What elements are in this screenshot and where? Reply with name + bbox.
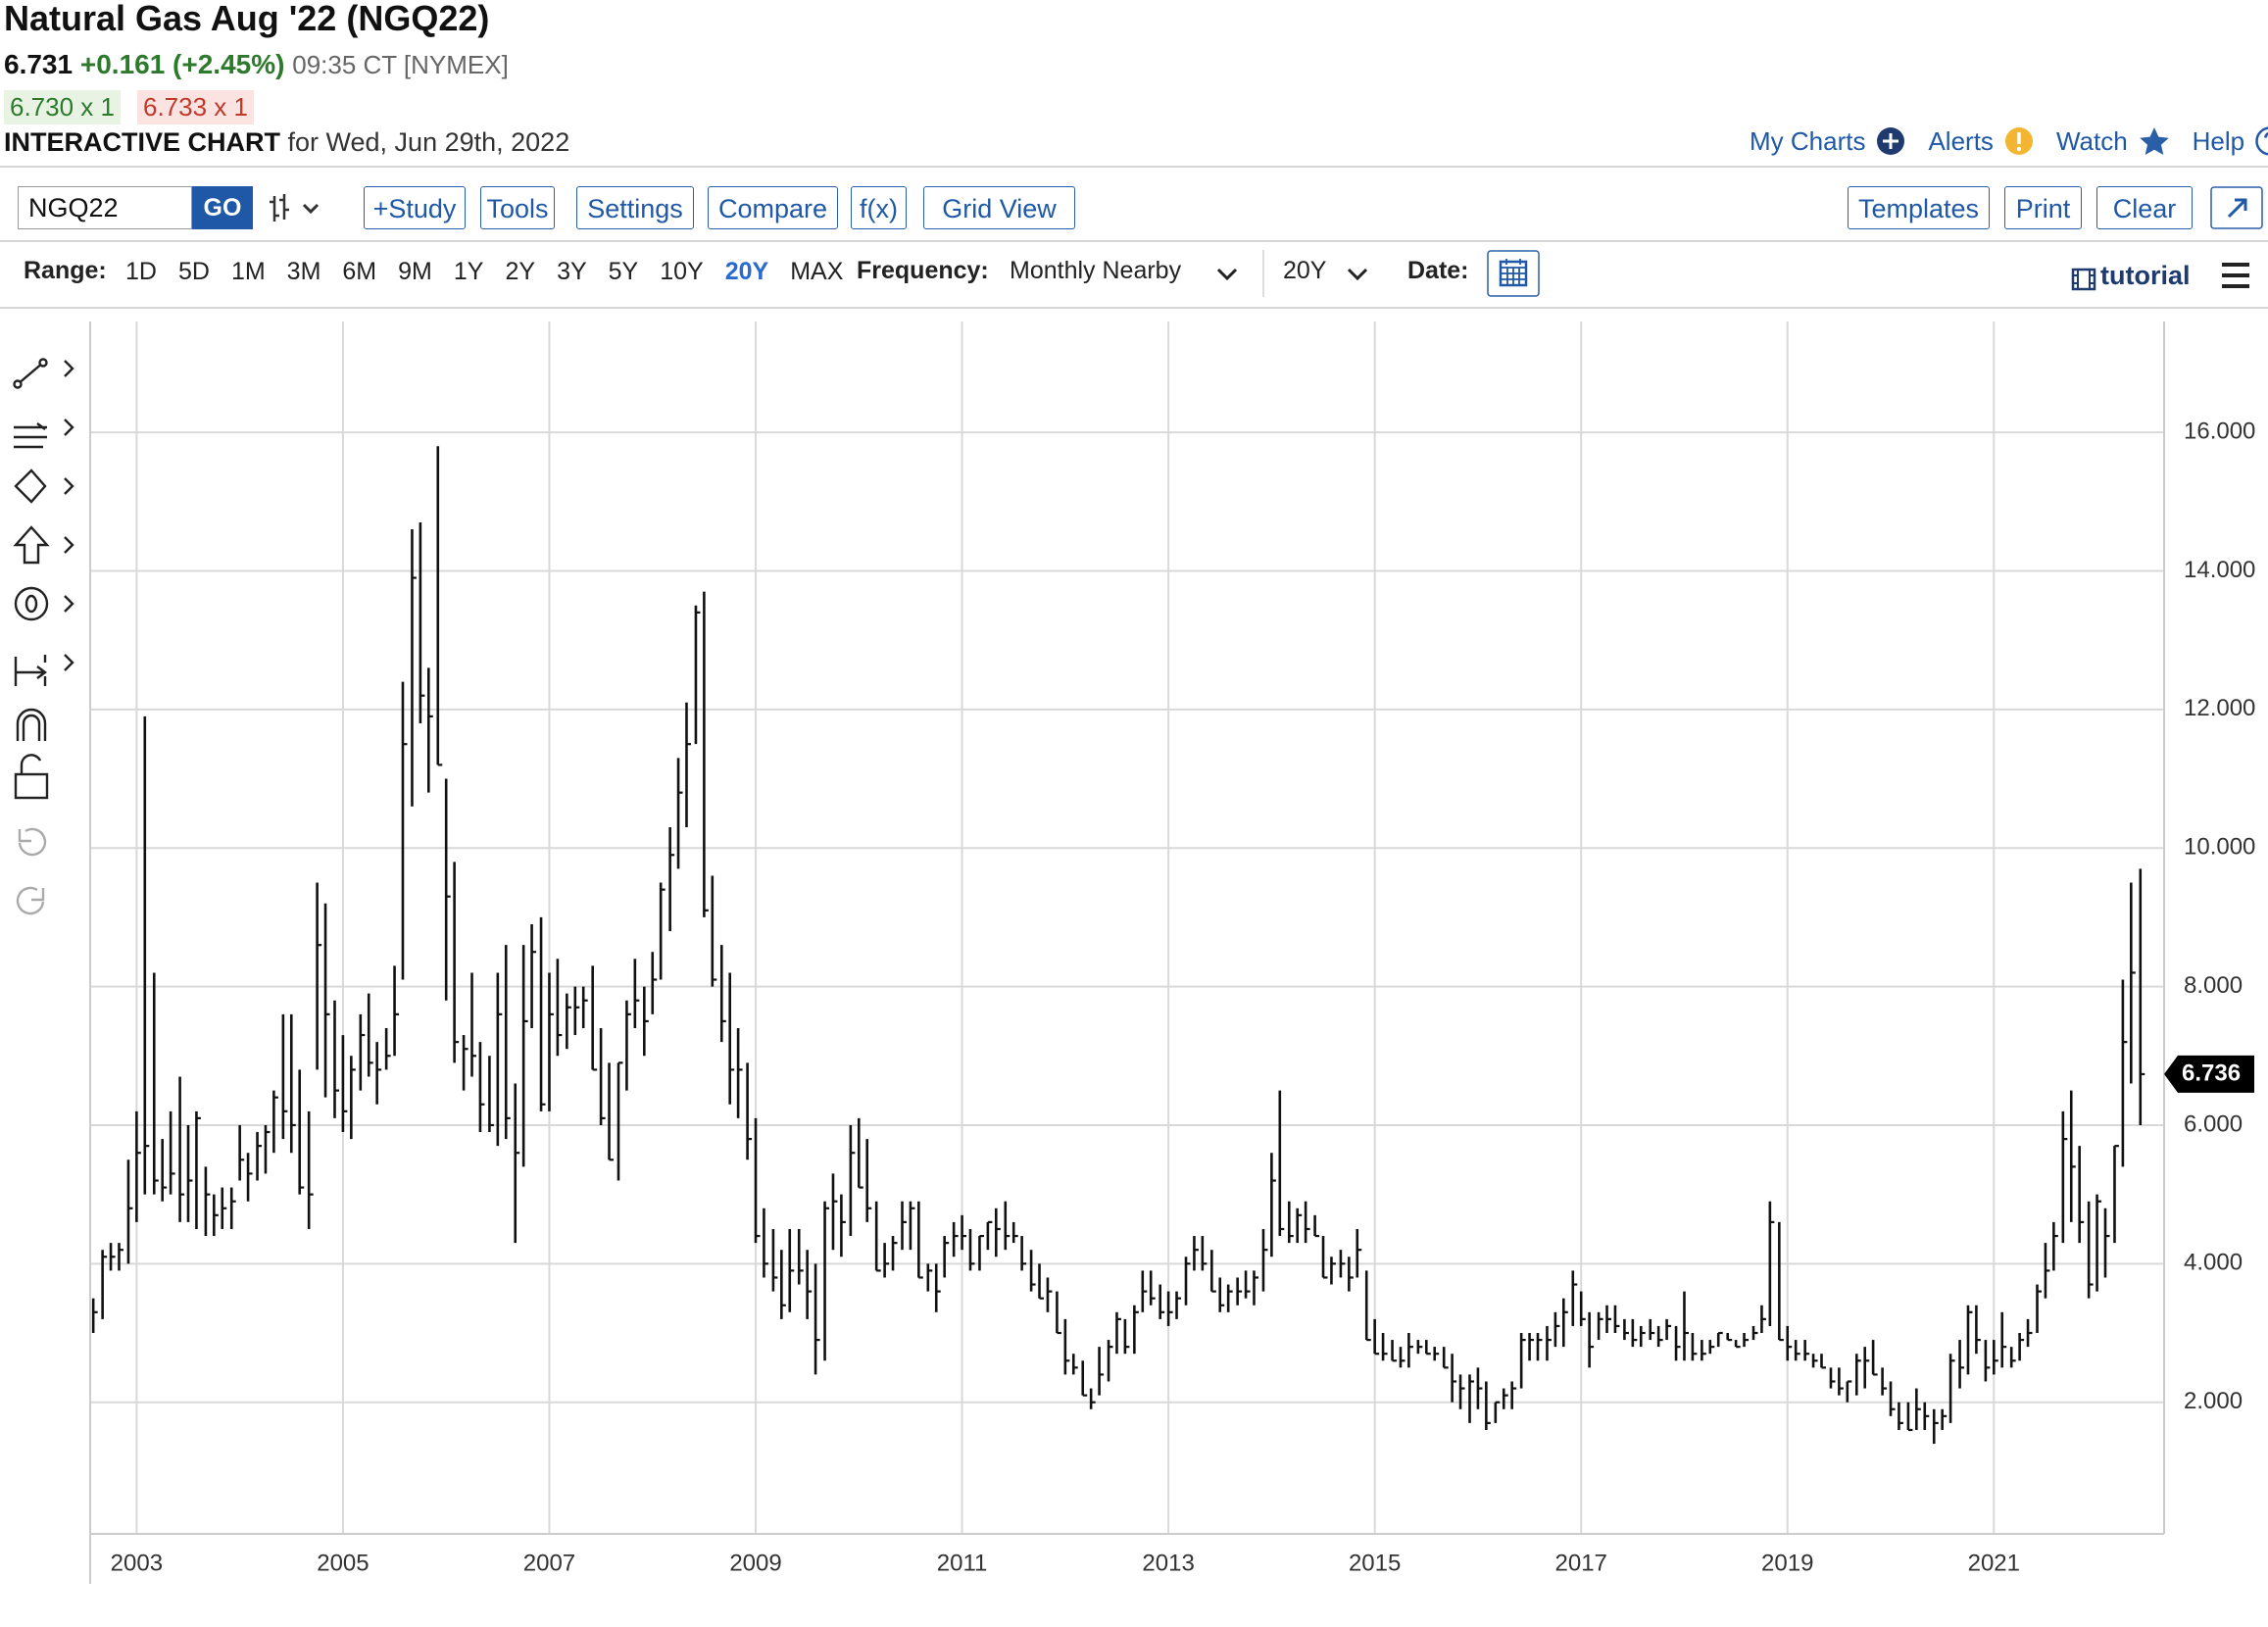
range-option[interactable]: 5Y — [608, 258, 639, 285]
toolbar-button[interactable]: Print — [2004, 186, 2082, 229]
toolbar-button[interactable]: Tools — [480, 186, 555, 229]
star-icon — [2139, 127, 2169, 155]
y-tick-label: 16.000 — [2184, 418, 2255, 444]
x-tick-label: 2013 — [1142, 1550, 1194, 1576]
y-tick-label: 12.000 — [2184, 695, 2255, 721]
x-tick-label: 2019 — [1761, 1550, 1813, 1576]
bar-type-icon[interactable] — [267, 190, 325, 227]
toolbar-button[interactable]: Grid View — [923, 186, 1075, 229]
last-price-label: 6.736 — [2182, 1060, 2241, 1086]
x-tick-label: 2007 — [523, 1550, 575, 1576]
range-option[interactable]: MAX — [790, 258, 844, 285]
range-option[interactable]: 3M — [286, 258, 321, 285]
help-icon — [2255, 126, 2268, 156]
link[interactable]: Help — [2192, 125, 2245, 156]
x-tick-label: 2005 — [317, 1550, 369, 1576]
x-tick-label: 2003 — [111, 1550, 163, 1576]
title: Natural Gas Aug '22 (NGQ22) — [4, 0, 490, 38]
period-select[interactable]: 20Y — [1283, 257, 1327, 284]
ask: 6.733 x 1 — [137, 90, 254, 124]
toolbar-button[interactable]: Compare — [708, 186, 838, 229]
date-label: Date: — [1407, 257, 1469, 284]
y-tick-label: 10.000 — [2184, 834, 2255, 861]
link[interactable]: My Charts — [1750, 125, 1866, 156]
chevron — [1347, 268, 1368, 281]
x-tick-label: 2021 — [1968, 1550, 2020, 1576]
range-option[interactable]: 9M — [398, 258, 432, 285]
y-tick-label: 6.000 — [2184, 1110, 2243, 1137]
range-options: 1D 5D 1M 3M 6M 9M 1Y 2Y 3Y 5Y 10Y 20Y MAX — [125, 258, 864, 286]
menu-icon[interactable] — [2220, 261, 2251, 290]
separator — [0, 307, 2268, 309]
quote-time: 09:35 CT [NYMEX] — [292, 50, 509, 79]
plus-icon — [1877, 127, 1905, 155]
range-option[interactable]: 1D — [125, 258, 157, 285]
divider — [1262, 250, 1264, 297]
chevron — [1216, 268, 1238, 281]
range-option[interactable]: 5D — [177, 258, 210, 285]
separator — [0, 240, 2268, 242]
range-option[interactable]: 10Y — [660, 258, 704, 285]
change: +0.161 (+2.45%) — [79, 49, 285, 79]
bid: 6.730 x 1 — [4, 90, 121, 124]
quote-line: 6.731 +0.161 (+2.45%) 09:35 CT [NYMEX] — [4, 49, 509, 80]
x-tick-label: 2015 — [1349, 1550, 1401, 1576]
range-option[interactable]: 6M — [342, 258, 377, 285]
y-tick-label: 14.000 — [2184, 557, 2255, 583]
toolbar-button[interactable]: Templates — [1848, 186, 1990, 229]
tutorial-icon — [2071, 268, 2096, 291]
expand-button[interactable] — [2210, 186, 2263, 229]
tutorial-link[interactable]: tutorial — [2100, 261, 2191, 290]
price: 6.731 — [4, 49, 74, 79]
y-tick-label: 8.000 — [2184, 972, 2243, 999]
y-tick-label: 2.000 — [2184, 1388, 2243, 1414]
x-tick-label: 2017 — [1555, 1550, 1607, 1576]
link[interactable]: Alerts — [1928, 125, 1994, 156]
chart-date: for Wed, Jun 29th, 2022 — [287, 127, 570, 157]
drawing-tools — [13, 358, 74, 915]
chart-heading: INTERACTIVE CHART for Wed, Jun 29th, 202… — [4, 127, 569, 158]
frequency-select[interactable]: Monthly Nearby — [1010, 257, 1182, 284]
go-button[interactable]: GO — [192, 186, 253, 229]
range-option[interactable]: 1M — [230, 258, 266, 285]
x-tick-label: 2011 — [937, 1550, 988, 1576]
chart-label: INTERACTIVE CHART — [4, 127, 280, 157]
toolbar-button[interactable]: Clear — [2096, 186, 2193, 229]
range-label: Range: — [24, 257, 107, 284]
range-option[interactable]: 20Y — [724, 258, 769, 285]
toolbar-button[interactable]: Settings — [576, 186, 694, 229]
range-option[interactable]: 3Y — [557, 258, 587, 285]
toolbar-button[interactable]: f(x) — [851, 186, 907, 229]
x-tick-label: 2009 — [729, 1550, 781, 1576]
separator — [0, 166, 2268, 168]
last-price-marker — [2164, 1055, 2254, 1093]
calendar-button[interactable] — [1487, 250, 1540, 297]
alert-icon — [2004, 127, 2033, 155]
toolbar-button[interactable]: +Study — [364, 186, 466, 229]
header-links: My Charts Alerts Watch Help — [1750, 125, 2268, 157]
link[interactable]: Watch — [2055, 125, 2128, 156]
symbol-input[interactable]: NGQ22 — [18, 186, 192, 229]
range-option[interactable]: 1Y — [453, 258, 484, 285]
range-option[interactable]: 2Y — [505, 258, 536, 285]
y-tick-label: 4.000 — [2184, 1250, 2243, 1276]
frequency-label: Frequency: — [857, 257, 989, 284]
